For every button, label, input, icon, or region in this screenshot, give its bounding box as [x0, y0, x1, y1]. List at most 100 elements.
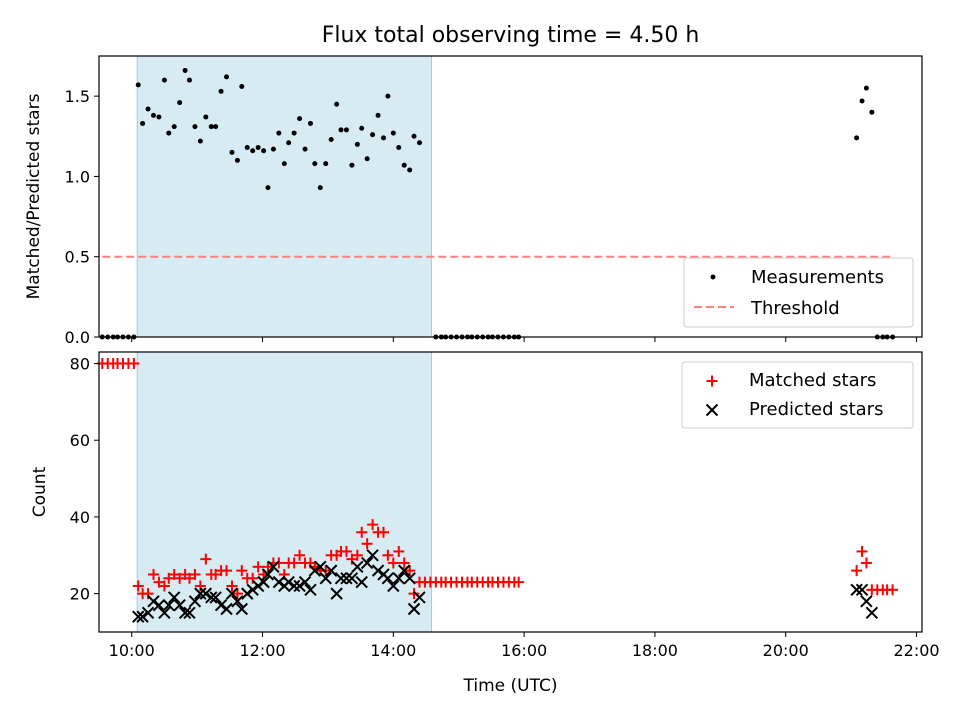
predicted-stars-point	[855, 583, 869, 597]
measurement-point	[281, 161, 287, 167]
bottom-xtick-label: 18:00	[632, 641, 678, 660]
predicted-stars-point-b	[355, 575, 368, 589]
measurement-point	[859, 98, 865, 104]
measurement-point	[328, 136, 334, 142]
matched-stars-point	[513, 576, 525, 588]
predicted-stars-point	[132, 610, 145, 623]
legend-label-measurements: Measurements	[751, 267, 884, 288]
bottom-ytick-label: 80	[70, 355, 90, 374]
predicted-stars-point-b	[287, 579, 301, 593]
predicted-stars-point	[214, 598, 228, 612]
predicted-stars-point	[199, 587, 213, 600]
predicted-stars-point	[381, 572, 395, 585]
predicted-stars-point-b	[251, 579, 265, 593]
legend-label-predicted: Predicted stars	[749, 399, 883, 420]
predicted-stars-point	[287, 579, 301, 593]
predicted-stars-point-b	[282, 575, 295, 589]
predicted-stars-point-b	[199, 587, 213, 600]
predicted-stars-point	[392, 572, 405, 585]
predicted-stars-point	[330, 587, 343, 600]
predicted-stars-point	[324, 564, 338, 577]
predicted-stars-point	[178, 606, 192, 620]
top-ytick-label: 0.5	[65, 248, 90, 267]
top-panel: 0.0 0.5 1.0 1.5 Flux total observing time =…	[24, 23, 923, 347]
measurement-point	[156, 114, 162, 120]
predicted-stars-point	[355, 575, 368, 589]
predicted-stars-point-b	[173, 598, 186, 612]
matched-stars-point	[200, 553, 212, 565]
matched-stars-point	[221, 565, 233, 577]
measurement-point	[401, 162, 407, 168]
matched-stars-point	[231, 588, 243, 600]
predicted-stars-point	[351, 560, 364, 574]
predicted-stars-point-b	[205, 591, 218, 604]
predicted-stars-point	[865, 606, 879, 620]
predicted-stars-point	[860, 595, 873, 608]
matched-stars-point	[378, 526, 390, 538]
predicted-stars-point-b	[304, 583, 317, 597]
measurement-point	[224, 74, 230, 80]
predicted-stars-point	[235, 602, 249, 616]
matched-stars-point	[226, 580, 238, 592]
chart-title: Flux total observing time = 4.50 h	[322, 23, 700, 48]
predicted-stars-point-b	[136, 610, 149, 623]
bottom-panel: 20 40 60 80 10:00 12:00 14:00 16:00 18:00 20:00 2…	[30, 351, 940, 696]
matched-stars-point	[158, 580, 170, 592]
predicted-stars-point-b	[132, 610, 145, 623]
predicted-stars-point-b	[319, 572, 332, 585]
measurement-point	[151, 112, 157, 118]
predicted-stars-point-b	[371, 564, 385, 577]
predicted-stars-point	[225, 587, 239, 600]
measurement-point	[396, 145, 402, 151]
measurement-point	[323, 161, 329, 167]
matched-stars-point	[361, 538, 373, 550]
predicted-stars-point	[334, 572, 348, 585]
matched-stars-point	[128, 358, 140, 370]
measurement-point	[135, 82, 141, 88]
bottom-ytick-label: 60	[70, 431, 90, 450]
predicted-stars-point-b	[298, 575, 312, 589]
top-y-axis-label: Matched/Predicted stars	[24, 93, 44, 299]
predicted-stars-point	[407, 602, 421, 616]
measurement-point	[302, 146, 308, 152]
predicted-stars-point	[282, 575, 295, 589]
predicted-stars-point	[261, 568, 275, 581]
predicted-stars-point	[308, 564, 322, 577]
measurement-point	[192, 124, 198, 130]
legend-marker-matched	[706, 375, 718, 387]
predicted-stars-point-b	[308, 564, 322, 577]
predicted-stars-point	[173, 598, 186, 612]
predicted-stars-point	[141, 606, 155, 620]
predicted-stars-point-b	[381, 572, 395, 585]
top-axes-frame	[98, 55, 923, 338]
measurement-point	[161, 77, 167, 83]
matched-stars-point	[252, 561, 264, 573]
predicted-stars-point	[205, 591, 218, 604]
predicted-stars-point-b	[194, 587, 207, 600]
predicted-stars-point	[319, 572, 332, 585]
predicted-stars-point	[251, 579, 265, 593]
predicted-stars-point-b	[257, 575, 270, 589]
predicted-stars-point-b	[293, 579, 306, 593]
measurement-point	[411, 133, 417, 139]
predicted-stars-point-b	[330, 587, 343, 600]
measurement-point	[265, 185, 271, 191]
predicted-stars-point-b	[324, 564, 338, 577]
measurement-point	[244, 145, 250, 151]
legend-label-threshold: Threshold	[750, 298, 840, 319]
matched-stars-point	[851, 565, 863, 577]
measurement-point	[286, 140, 292, 146]
predicted-stars-point-b	[865, 606, 879, 620]
predicted-stars-point-b	[351, 560, 364, 574]
predicted-stars-point-b	[314, 560, 327, 574]
observing-interval-shade	[136, 351, 432, 633]
measurement-point	[407, 167, 413, 173]
measurement-point	[261, 148, 267, 154]
predicted-stars-point	[158, 606, 171, 620]
predicted-stars-point-b	[209, 591, 222, 604]
predicted-stars-point	[293, 579, 306, 593]
matched-stars-point	[856, 545, 868, 557]
matched-stars-point	[367, 519, 379, 531]
predicted-stars-point	[366, 549, 379, 562]
